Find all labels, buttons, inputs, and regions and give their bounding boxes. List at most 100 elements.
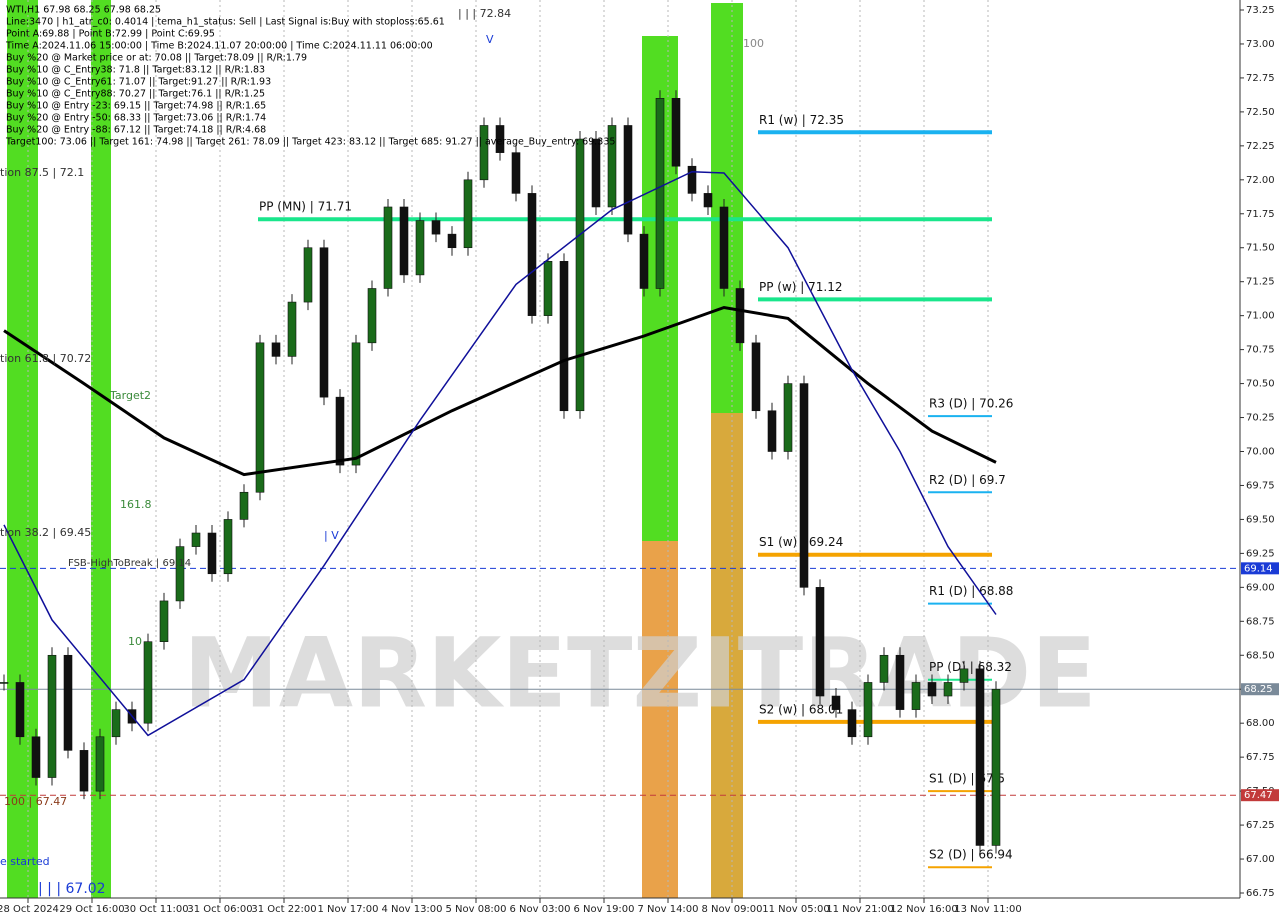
price-box bbox=[1241, 789, 1279, 802]
candle bbox=[95, 736, 105, 792]
candle bbox=[271, 342, 281, 357]
annotation: 100 | 67.47 bbox=[4, 795, 67, 808]
y-tick-label: 70.50 bbox=[1246, 379, 1275, 390]
info-line: Target100: 73.06 || Target 161: 74.98 ||… bbox=[5, 137, 615, 148]
candle bbox=[623, 125, 633, 235]
price-box bbox=[1241, 562, 1279, 575]
info-line: Buy %10 @ C_Entry61: 71.07 || Target:91.… bbox=[6, 77, 271, 88]
candle bbox=[895, 654, 905, 710]
level-label: S2 (w) | 68.01 bbox=[759, 702, 843, 716]
candle bbox=[767, 410, 777, 452]
band bbox=[711, 413, 743, 898]
candle bbox=[943, 682, 953, 697]
candle bbox=[927, 682, 937, 697]
x-tick-label: 31 Oct 06:00 bbox=[187, 904, 252, 915]
candle bbox=[751, 342, 761, 412]
info-panel: WTI,H1 67.98 68.25 67.98 68.25Line:3470 … bbox=[5, 5, 615, 148]
candle bbox=[575, 138, 585, 412]
x-tick-label: 8 Nov 09:00 bbox=[701, 904, 762, 915]
candle bbox=[383, 206, 393, 289]
x-tick-label: 5 Nov 08:00 bbox=[445, 904, 506, 915]
x-tick-label: 7 Nov 14:00 bbox=[637, 904, 698, 915]
y-tick-label: 66.75 bbox=[1246, 888, 1275, 899]
bands bbox=[7, 0, 743, 898]
info-line: Time A:2024.11.06 15:00:00 | Time B:2024… bbox=[5, 41, 433, 52]
annotation: | | | 67.02 bbox=[38, 881, 106, 897]
x-tick-label: 6 Nov 19:00 bbox=[573, 904, 634, 915]
candle bbox=[223, 519, 233, 575]
level-label: R1 (D) | 68.88 bbox=[929, 584, 1013, 598]
candle bbox=[255, 342, 265, 493]
info-line: Buy %20 @ Entry -50: 68.33 || Target:73.… bbox=[6, 113, 266, 124]
candle bbox=[735, 288, 745, 344]
moving-average bbox=[3, 170, 997, 737]
y-tick-label: 69.50 bbox=[1246, 514, 1275, 525]
info-line: Buy %20 @ Market price or at: 70.08 || T… bbox=[6, 53, 307, 64]
candle bbox=[463, 179, 473, 249]
candle bbox=[527, 193, 537, 316]
info-line: Buy %10 @ C_Entry88: 70.27 || Target:76.… bbox=[6, 89, 265, 100]
price-box-label: 67.47 bbox=[1244, 790, 1273, 801]
price-box-label: 69.14 bbox=[1244, 563, 1273, 574]
candle bbox=[351, 342, 361, 466]
candle bbox=[671, 98, 681, 167]
candle bbox=[415, 220, 425, 276]
info-line: Point A:69.88 | Point B:72.99 | Point C:… bbox=[6, 29, 215, 40]
candle bbox=[655, 98, 665, 289]
candle bbox=[31, 736, 41, 778]
y-tick-label: 71.25 bbox=[1246, 277, 1275, 288]
candle bbox=[815, 587, 825, 697]
x-tick-label: 31 Oct 22:00 bbox=[251, 904, 316, 915]
y-tick-label: 68.00 bbox=[1246, 718, 1275, 729]
candle bbox=[879, 654, 889, 683]
annotation: 161.8 bbox=[120, 498, 152, 511]
candle bbox=[239, 491, 249, 520]
info-line: Buy %10 @ Entry -23: 69.15 || Target:74.… bbox=[6, 101, 266, 112]
band bbox=[642, 541, 678, 898]
candle bbox=[431, 220, 441, 235]
y-tick-label: 72.00 bbox=[1246, 175, 1275, 186]
x-tick-label: 11 Nov 05:00 bbox=[762, 904, 829, 915]
x-tick-label: 12 Nov 16:00 bbox=[890, 904, 957, 915]
candle bbox=[479, 125, 489, 181]
y-tick-label: 70.00 bbox=[1246, 447, 1275, 458]
annotation: tion 61.8 | 70.72 bbox=[0, 352, 91, 365]
candle bbox=[111, 709, 121, 738]
annotation: e started bbox=[0, 855, 50, 868]
annotation: 100 bbox=[743, 37, 764, 50]
candle bbox=[79, 750, 89, 792]
candle bbox=[511, 152, 521, 194]
info-line: Line:3470 | h1_atr_c0: 0.4014 | tema_h1_… bbox=[6, 17, 445, 28]
y-tick-label: 69.25 bbox=[1246, 548, 1275, 559]
y-tick-label: 72.25 bbox=[1246, 141, 1275, 152]
annotation: Target2 bbox=[109, 389, 151, 402]
info-line: Buy %20 @ Entry -88: 67.12 || Target:74.… bbox=[6, 125, 266, 136]
candle bbox=[719, 206, 729, 289]
candle bbox=[175, 546, 185, 602]
y-tick-label: 69.00 bbox=[1246, 582, 1275, 593]
candle bbox=[447, 233, 457, 249]
x-tick-label: 28 Oct 2024 bbox=[0, 904, 59, 915]
y-tick-label: 71.50 bbox=[1246, 243, 1275, 254]
x-tick-label: 4 Nov 13:00 bbox=[381, 904, 442, 915]
candle bbox=[559, 261, 569, 412]
y-tick-label: 68.50 bbox=[1246, 650, 1275, 661]
y-tick-label: 72.50 bbox=[1246, 107, 1275, 118]
level-label: R2 (D) | 69.7 bbox=[929, 473, 1006, 487]
candle bbox=[831, 695, 841, 710]
y-tick-label: 73.25 bbox=[1246, 5, 1275, 16]
candle bbox=[783, 383, 793, 452]
y-tick-label: 68.75 bbox=[1246, 616, 1275, 627]
annotation: tion 38.2 | 69.45 bbox=[0, 526, 91, 539]
info-line: Buy %10 @ C_Entry38: 71.8 || Target:83.1… bbox=[6, 65, 265, 76]
candle bbox=[863, 682, 873, 738]
candle bbox=[319, 247, 329, 398]
candle bbox=[207, 532, 217, 575]
watermark: MARKETZITRADE bbox=[183, 617, 1097, 729]
candle bbox=[47, 654, 57, 778]
y-tick-label: 69.75 bbox=[1246, 480, 1275, 491]
annotation: | | | 72.84 bbox=[458, 7, 511, 20]
y-tick-label: 72.75 bbox=[1246, 73, 1275, 84]
level-label: R1 (w) | 72.35 bbox=[759, 113, 844, 127]
